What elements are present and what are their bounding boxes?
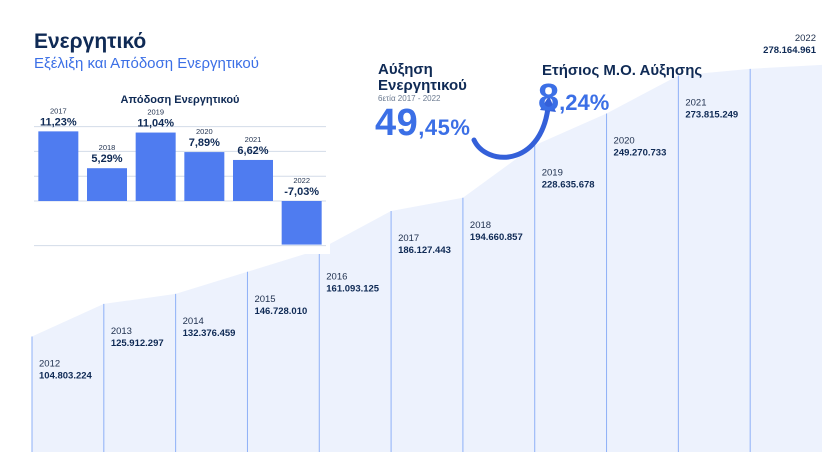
- bar-value-label: 5,29%: [91, 153, 122, 165]
- bar: [281, 201, 322, 245]
- area-value-label: 125.912.297: [111, 338, 164, 349]
- growth-value-dec: ,45%: [418, 115, 471, 140]
- area-value-label: 273.815.249: [685, 110, 738, 121]
- bar-value-label: 11,04%: [137, 118, 174, 130]
- bar: [135, 132, 176, 201]
- area-value-label: 186.127.443: [398, 245, 451, 256]
- growth-arrow-icon: [471, 96, 556, 160]
- area-year-label: 2020: [614, 135, 635, 146]
- area-value-label: 104.803.224: [39, 371, 93, 382]
- bar-chart-panel: [30, 84, 330, 254]
- area-value-label: 228.635.678: [542, 179, 595, 190]
- bar: [184, 152, 225, 201]
- area-year-label: 2019: [542, 167, 563, 178]
- bar-value-label: 6,62%: [237, 145, 268, 157]
- area-year-label: 2021: [685, 98, 706, 109]
- area-year-label: 2015: [254, 294, 275, 305]
- bar-value-label: 7,89%: [189, 137, 220, 149]
- annual-growth-title: Ετήσιος Μ.Ο. Αύξησης: [542, 62, 703, 79]
- annual-growth-value-int: 8: [538, 77, 560, 119]
- page-subtitle: Εξέλιξη και Απόδοση Ενεργητικού: [34, 55, 259, 72]
- area-year-label: 2018: [470, 220, 491, 231]
- area-year-label: 2022: [795, 33, 816, 44]
- bar-year-label: 2018: [99, 143, 116, 152]
- area-year-label: 2014: [183, 316, 204, 327]
- bar-chart-title: Απόδοση Ενεργητικού: [121, 94, 240, 106]
- bar-value-label: 11,23%: [40, 116, 77, 128]
- bar-year-label: 2022: [293, 176, 310, 185]
- area-value-label: 146.728.010: [254, 306, 307, 317]
- area-value-label: 161.093.125: [326, 284, 380, 295]
- area-value-label: 249.270.733: [614, 147, 667, 158]
- area-value-label: 278.164.961: [763, 45, 817, 56]
- bar-year-label: 2019: [147, 108, 164, 117]
- growth-period: 6ετία 2017 - 2022: [378, 94, 441, 103]
- area-fill: [32, 64, 822, 452]
- bar: [233, 159, 273, 201]
- annual-growth-value: 8,24%: [538, 78, 609, 123]
- bar: [87, 168, 127, 201]
- area-year-label: 2017: [398, 233, 419, 244]
- area-year-label: 2016: [326, 272, 347, 283]
- bar: [38, 131, 79, 201]
- bar-year-label: 2017: [50, 106, 67, 115]
- growth-value: 49,45%: [375, 103, 470, 148]
- area-year-label: 2012: [39, 359, 60, 370]
- growth-title: Αύξηση Ενεργητικού: [378, 61, 467, 94]
- area-value-label: 132.376.459: [183, 328, 236, 339]
- area-year-label: 2013: [111, 326, 132, 337]
- growth-value-int: 49: [375, 102, 419, 144]
- annual-growth-value-dec: ,24%: [559, 90, 610, 115]
- bar-year-label: 2020: [196, 127, 213, 136]
- bar-value-label: -7,03%: [284, 186, 319, 198]
- bar-year-label: 2021: [245, 135, 262, 144]
- area-value-label: 194.660.857: [470, 232, 523, 243]
- page-title: Ενεργητικό: [34, 30, 147, 53]
